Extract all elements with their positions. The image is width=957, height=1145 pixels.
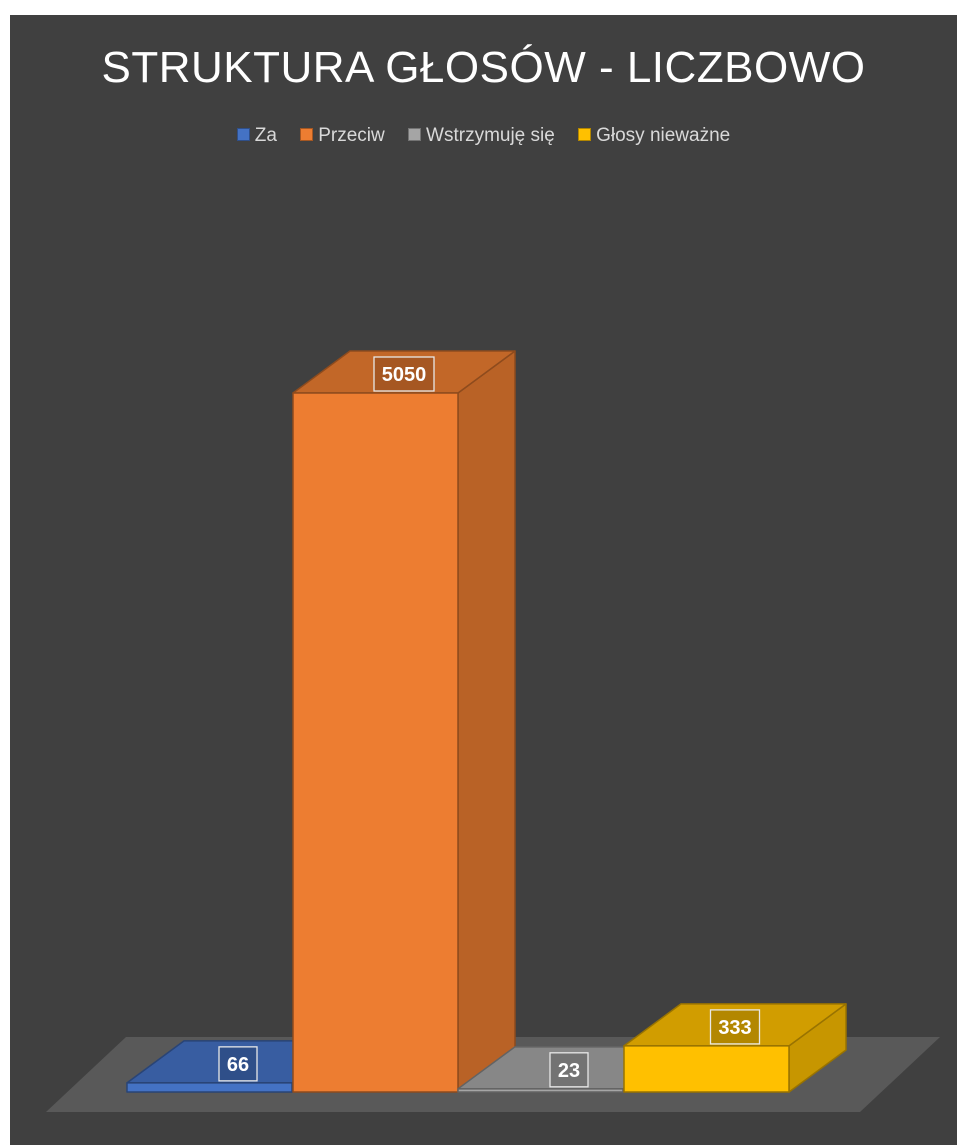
data-label-box-wstrzymuje (549, 1052, 589, 1088)
legend-label-wstrzymuje: Wstrzymuję się (426, 125, 555, 146)
data-label-za: 66 (227, 1054, 249, 1076)
data-label-box-niewazne (709, 1009, 761, 1045)
legend-label-niewazne: Głosy nieważne (596, 125, 731, 146)
bar-niewazne (623, 1045, 790, 1093)
bar-za (126, 1082, 293, 1093)
data-label-niewazne: 333 (718, 1017, 751, 1039)
bar-wstrzymuje (457, 1088, 624, 1093)
legend-item-za: Za (236, 125, 277, 147)
legend-swatch-za (236, 128, 250, 141)
chart-area: STRUKTURA GŁOSÓW - LICZBOWO Za Przeciw W… (10, 15, 957, 1145)
data-label-box-za (218, 1046, 258, 1082)
legend-swatch-przeciw (300, 128, 314, 141)
legend-item-wstrzymuje: Wstrzymuję się (408, 125, 555, 147)
legend-swatch-wstrzymuje (408, 128, 422, 141)
legend-swatch-niewazne (578, 128, 592, 141)
data-label-box-przeciw (373, 356, 435, 392)
plot-area: 66 5050 23 333 (46, 350, 940, 1112)
data-label-przeciw: 5050 (382, 364, 427, 386)
chart-legend: Za Przeciw Wstrzymuję się Głosy nieważne (10, 125, 957, 147)
bar-side-przeciw (457, 350, 516, 1093)
bar-przeciw (292, 392, 459, 1093)
legend-item-przeciw: Przeciw (300, 125, 385, 147)
legend-label-za: Za (254, 125, 277, 146)
bars-group: 66 5050 23 333 (126, 350, 847, 1093)
legend-item-niewazne: Głosy nieważne (578, 125, 730, 147)
chart-title: STRUKTURA GŁOSÓW - LICZBOWO (101, 43, 866, 92)
data-label-wstrzymuje: 23 (558, 1060, 580, 1082)
legend-label-przeciw: Przeciw (318, 125, 385, 146)
